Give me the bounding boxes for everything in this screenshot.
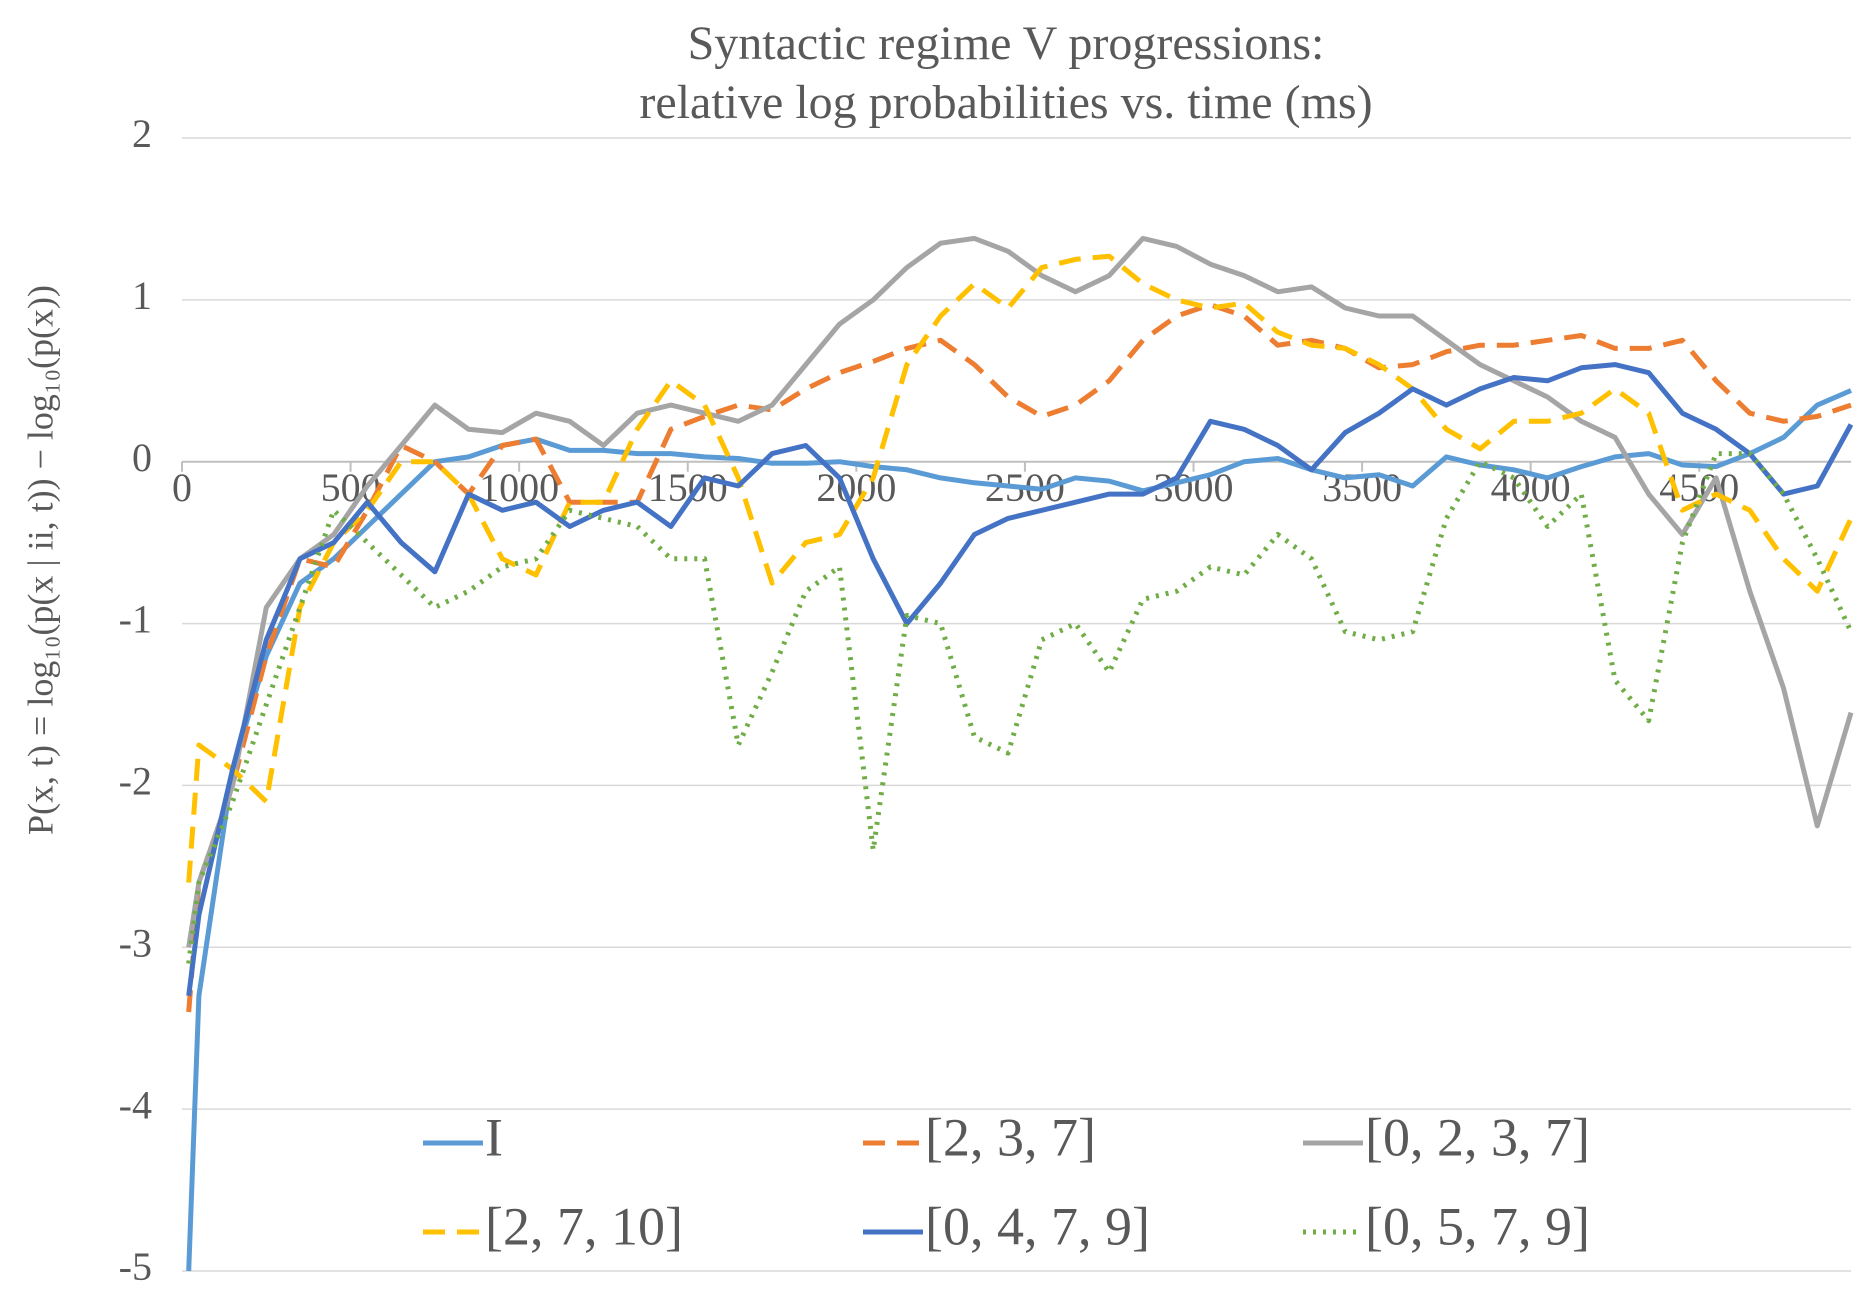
legend-item: [2, 3, 7]: [863, 1107, 1096, 1167]
legend-item: I: [423, 1107, 503, 1167]
legend-label: [2, 7, 10]: [485, 1196, 683, 1256]
legend-item: [2, 7, 10]: [423, 1196, 683, 1256]
x-tick-label: 3500: [1322, 465, 1402, 510]
y-tick-label: -4: [119, 1082, 152, 1127]
x-tick-label: 1000: [479, 465, 559, 510]
series-line: [186, 235, 1854, 948]
legend-label: [2, 3, 7]: [925, 1107, 1096, 1167]
series-line: [186, 362, 1854, 997]
series-line: [186, 388, 1852, 1272]
chart-title: Syntactic regime V progressions:: [688, 17, 1325, 70]
legend-label: [0, 2, 3, 7]: [1365, 1107, 1590, 1167]
series-line: [186, 451, 1854, 964]
legend-item: [0, 2, 3, 7]: [1303, 1107, 1590, 1167]
y-tick-label: -2: [119, 759, 152, 804]
legend-label: [0, 5, 7, 9]: [1365, 1196, 1590, 1256]
legend-item: [0, 4, 7, 9]: [863, 1196, 1150, 1256]
legend-item: [0, 5, 7, 9]: [1303, 1196, 1590, 1256]
series-line: [186, 253, 1854, 883]
y-tick-label: -3: [119, 920, 152, 965]
y-axis-label: P(x, t) = log₁₀(p(x | ii, t)) − log₁₀(p(…: [20, 285, 60, 835]
y-tick-label: 2: [132, 111, 152, 156]
y-tick-label: -5: [119, 1244, 152, 1289]
y-tick-label: -1: [119, 597, 152, 642]
y-tick-label: 1: [132, 273, 152, 318]
legend-label: I: [485, 1107, 503, 1167]
y-tick-label: 0: [132, 435, 152, 480]
chart-subtitle: relative log probabilities vs. time (ms): [639, 76, 1372, 129]
legend-label: [0, 4, 7, 9]: [925, 1196, 1150, 1256]
x-tick-label: 0: [172, 465, 192, 510]
